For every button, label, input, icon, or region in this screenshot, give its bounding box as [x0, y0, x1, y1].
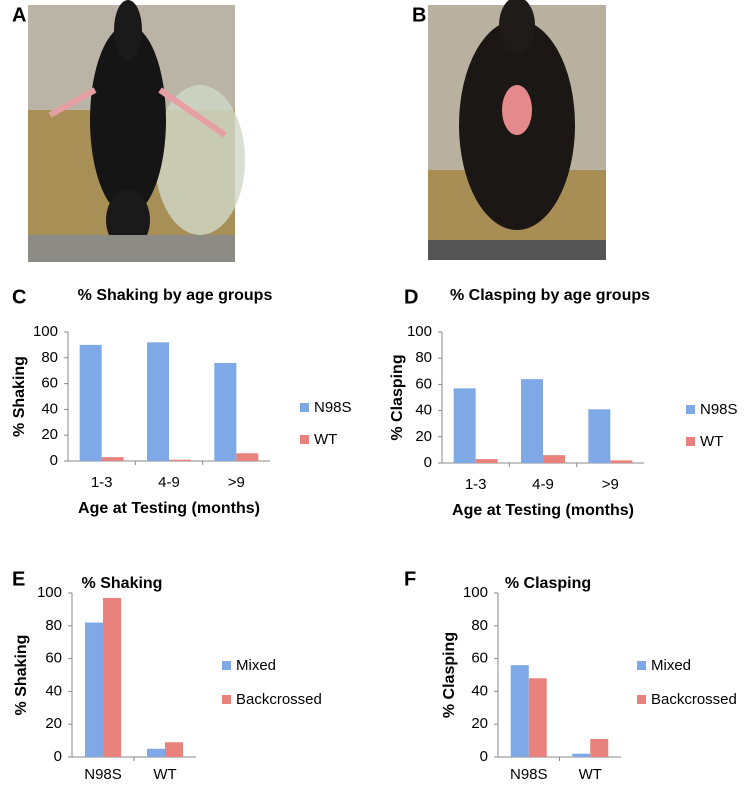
- legend-swatch: [300, 435, 309, 444]
- bar: [236, 453, 259, 461]
- legend-swatch: [222, 661, 231, 670]
- x-tick-label: 4-9: [158, 474, 180, 491]
- legend-swatch: [300, 403, 309, 412]
- y-tick-label: 0: [54, 748, 62, 765]
- legend-label: Mixed: [236, 657, 276, 674]
- panel-label: B: [412, 4, 426, 26]
- y-tick-label: 20: [41, 426, 58, 443]
- x-tick-label: >9: [602, 476, 619, 493]
- y-tick-label: 0: [50, 452, 58, 469]
- legend-label: Mixed: [651, 657, 691, 674]
- y-tick-label: 100: [407, 323, 432, 340]
- y-tick-label: 0: [480, 748, 488, 765]
- x-tick-label: N98S: [510, 766, 548, 783]
- photo-a: [28, 0, 245, 262]
- x-tick-label: >9: [228, 474, 245, 491]
- bar: [475, 459, 498, 463]
- y-tick-label: 80: [415, 349, 432, 366]
- bar: [147, 342, 169, 461]
- y-axis-label: % Clasping: [389, 354, 406, 440]
- bar: [543, 455, 565, 463]
- y-tick-label: 40: [471, 682, 488, 699]
- bar: [214, 362, 237, 461]
- y-tick-label: 40: [45, 682, 62, 699]
- y-tick-label: 20: [415, 428, 432, 445]
- legend-swatch: [686, 405, 695, 414]
- y-tick-label: 80: [45, 617, 62, 634]
- bar: [165, 742, 183, 757]
- bar: [521, 379, 543, 463]
- bar: [590, 738, 609, 757]
- chart-title: % Clasping: [505, 575, 591, 592]
- chart-title: % Shaking by age groups: [78, 287, 273, 304]
- y-tick-label: 60: [471, 650, 488, 667]
- legend-swatch: [222, 695, 231, 704]
- bar: [103, 597, 121, 757]
- x-tick-label: WT: [153, 766, 176, 783]
- panel-label: F: [404, 568, 416, 590]
- y-axis-label: % Shaking: [11, 356, 28, 437]
- legend-label: N98S: [700, 401, 738, 418]
- legend-label: WT: [700, 433, 723, 450]
- legend-swatch: [637, 695, 646, 704]
- y-tick-label: 100: [33, 323, 58, 340]
- bar: [572, 753, 591, 757]
- photo-b: [428, 0, 606, 260]
- legend-label: Backcrossed: [236, 691, 322, 708]
- y-tick-label: 60: [415, 375, 432, 392]
- x-axis-label: Age at Testing (months): [78, 500, 260, 517]
- y-tick-label: 60: [41, 375, 58, 392]
- x-tick-label: WT: [579, 766, 602, 783]
- bar: [85, 622, 103, 757]
- legend-swatch: [637, 661, 646, 670]
- chart-title: % Shaking: [82, 575, 163, 592]
- panel-label: C: [12, 286, 26, 308]
- chart-title: % Clasping by age groups: [450, 287, 650, 304]
- bar: [169, 459, 191, 461]
- panel-label: E: [12, 568, 25, 590]
- y-axis-label: % Clasping: [441, 632, 458, 718]
- legend-label: Backcrossed: [651, 691, 737, 708]
- panel-label: A: [12, 4, 26, 26]
- y-tick-label: 80: [471, 617, 488, 634]
- legend-swatch: [686, 437, 695, 446]
- x-axis-label: Age at Testing (months): [452, 502, 634, 519]
- x-tick-label: 1-3: [91, 474, 113, 491]
- y-tick-label: 60: [45, 650, 62, 667]
- bar: [101, 457, 124, 461]
- y-axis-label: % Shaking: [13, 635, 30, 716]
- bar: [610, 460, 633, 463]
- panel-label: D: [404, 286, 418, 308]
- bar: [147, 748, 165, 757]
- y-tick-label: 100: [463, 584, 488, 601]
- y-tick-label: 20: [45, 715, 62, 732]
- legend-label: N98S: [314, 399, 352, 416]
- bar: [528, 678, 547, 757]
- bar: [453, 388, 476, 463]
- y-tick-label: 40: [41, 400, 58, 417]
- x-tick-label: 4-9: [532, 476, 554, 493]
- y-tick-label: 20: [471, 715, 488, 732]
- y-tick-label: 40: [415, 402, 432, 419]
- y-tick-label: 80: [41, 349, 58, 366]
- y-tick-label: 0: [424, 454, 432, 471]
- x-tick-label: 1-3: [465, 476, 487, 493]
- bar: [588, 409, 611, 463]
- x-tick-label: N98S: [84, 766, 122, 783]
- legend-label: WT: [314, 431, 337, 448]
- bar: [510, 665, 529, 757]
- y-tick-label: 100: [37, 584, 62, 601]
- bar: [79, 344, 102, 461]
